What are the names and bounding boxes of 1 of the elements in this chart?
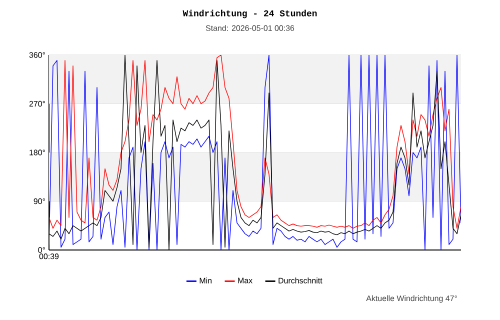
chart-title: Windrichtung - 24 Stunden xyxy=(182,10,317,18)
